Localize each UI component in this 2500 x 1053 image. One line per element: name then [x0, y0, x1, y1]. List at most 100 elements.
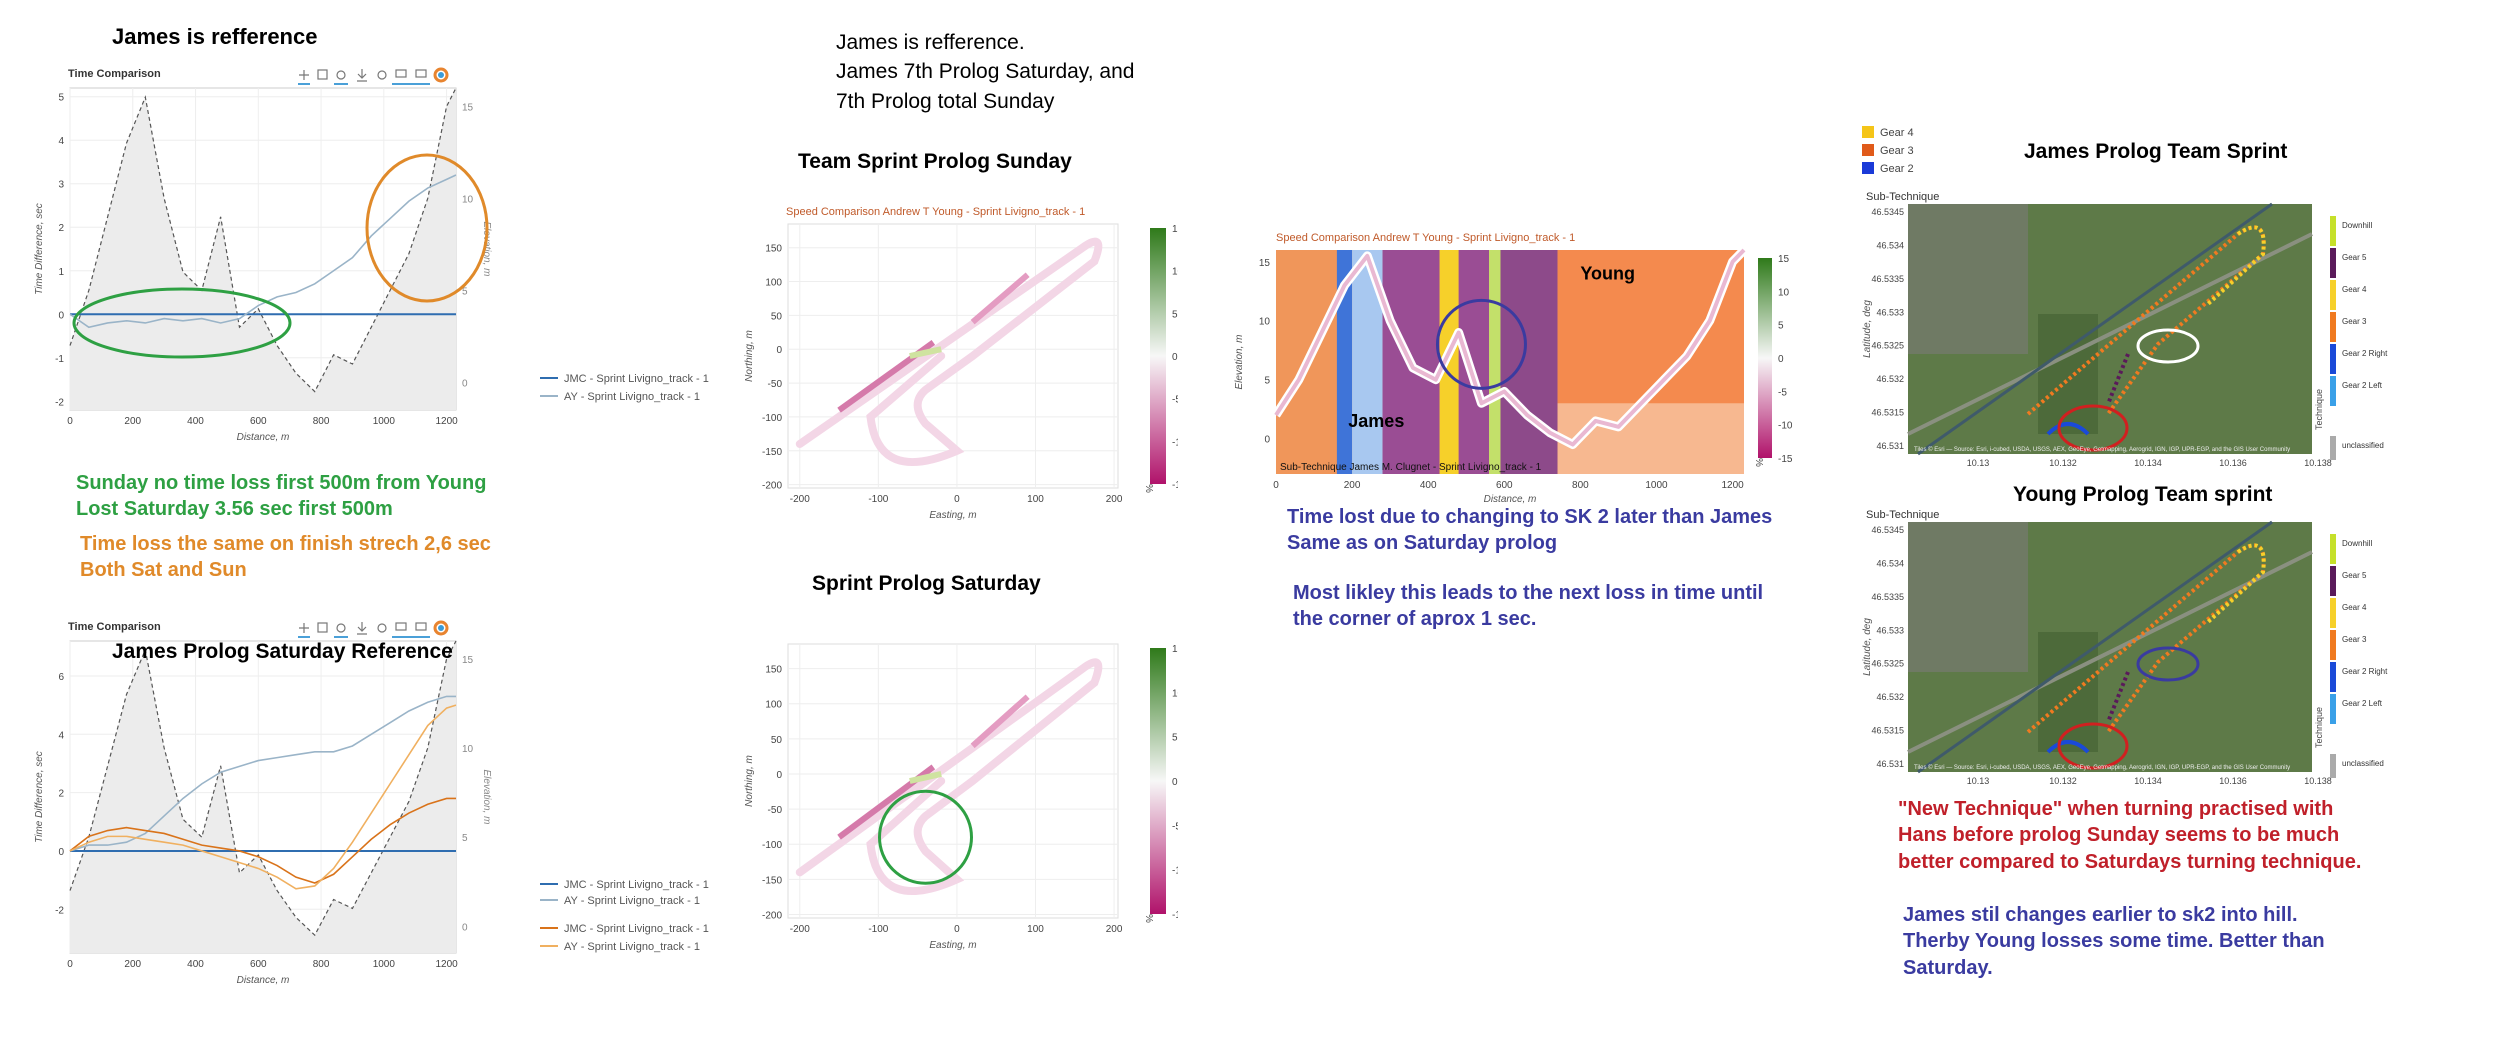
track-map-saturday: -200 -100 0 100 200 -200 -150 -100 -50 0 50 100 150 1…: [738, 620, 1178, 960]
y-axis-label: Elevation, m: [1234, 334, 1245, 389]
track-gear5: [2106, 353, 2130, 405]
track-path: [795, 658, 1103, 896]
hover-icon-2[interactable]: [415, 69, 427, 78]
hover-icon[interactable]: [392, 69, 430, 85]
reset-icon[interactable]: [377, 623, 387, 633]
x-axis-label: Distance, m: [237, 432, 290, 443]
river: [1917, 520, 2273, 774]
y-tick-label: 0: [776, 345, 782, 356]
colorbar-tick-label: -10: [1172, 437, 1178, 448]
red-note-line: Hans before prolog Sunday seems to be mu…: [1898, 824, 2340, 847]
chart-toolbar[interactable]: [296, 617, 496, 639]
top-note-line: 7th Prolog total Sunday: [836, 89, 1055, 113]
x-tick-label: 10.134: [2134, 776, 2162, 786]
y2-tick-label: 15: [462, 655, 474, 666]
y-tick-label: 46.533: [1876, 307, 1904, 317]
top-note-line: James 7th Prolog Saturday, and: [836, 60, 1135, 84]
x-tick-label: -200: [790, 924, 810, 935]
x-tick-label: 800: [313, 416, 330, 427]
y-tick-label: 46.5315: [1871, 726, 1904, 736]
y-tick-label: 2: [58, 789, 64, 800]
y-tick-label: 46.5315: [1871, 408, 1904, 418]
y-tick-label: -150: [762, 875, 782, 886]
y-axis-label: Latitude, deg: [1862, 618, 1873, 676]
highlight-ellipse: [2136, 328, 2200, 364]
top-note: James is refference. James 7th Prolog Sa…: [836, 28, 1134, 116]
orange-note: Time loss the same on finish strech 2,6 …: [80, 531, 491, 584]
colorbar-tick-label: -10: [1172, 866, 1178, 877]
y-axis-label: Latitude, deg: [1862, 300, 1873, 358]
hover-icon[interactable]: [392, 622, 430, 638]
time-comparison-chart-2: Time Comparison 0 200 400 600 800 1000 1200 -2 0…: [28, 615, 498, 1005]
legend-label: Gear 5: [2342, 571, 2367, 580]
colorbar-tick-label: -10: [1778, 421, 1793, 432]
y-tick-label: 50: [771, 311, 783, 322]
blue-note-line: Saturday.: [1903, 956, 1993, 979]
x-tick-label: 10.138: [2304, 458, 2332, 468]
wheel-zoom-icon[interactable]: [334, 70, 348, 85]
x-tick-label: 10.138: [2304, 776, 2332, 786]
x-axis-label: Easting, m: [929, 510, 976, 521]
y-tick-label: 4: [58, 730, 64, 741]
colorbar-tick-label: -5: [1778, 387, 1787, 398]
pan-icon[interactable]: [298, 70, 310, 85]
y-tick-label: 5: [58, 93, 64, 104]
colorbar-tick-label: 0: [1778, 354, 1784, 365]
x-tick-label: 10.136: [2219, 776, 2247, 786]
legend-swatch: [2330, 280, 2336, 310]
box-zoom-icon[interactable]: [317, 622, 328, 633]
chart-title: Time Comparison: [68, 621, 161, 633]
colorbar-tick-label: 0: [1172, 352, 1178, 363]
legend-label: unclassified: [2342, 759, 2384, 768]
y2-tick-label: 10: [462, 744, 474, 755]
y-tick-label: 0: [776, 770, 782, 781]
wheel-zoom-icon[interactable]: [334, 623, 348, 638]
y2-tick-label: 5: [462, 833, 468, 844]
chart-toolbar[interactable]: [296, 64, 496, 86]
x-tick-label: 600: [250, 416, 267, 427]
bokeh-logo-icon: [433, 620, 449, 636]
x-tick-label: 200: [124, 959, 141, 970]
james-label: James: [1348, 411, 1404, 431]
village-area: [1908, 522, 2028, 672]
sat-map-young: Sub-Technique Tiles © Esri — Source: Esri…: [1862, 506, 2400, 796]
y-tick-label: 100: [765, 700, 782, 711]
x-tick-label: -100: [868, 924, 888, 935]
y-tick-label: 46.531: [1876, 759, 1904, 769]
colorbar: [1758, 258, 1772, 458]
green-note-line: Sunday no time loss first 500m from Youn…: [76, 472, 487, 494]
legend-label: Gear 4: [2342, 285, 2367, 294]
x-axis-label: Easting, m: [929, 940, 976, 951]
save-icon[interactable]: [357, 622, 367, 635]
red-note: "New Technique" when turning practised w…: [1898, 796, 2361, 875]
y2-tick-label: 15: [462, 102, 474, 113]
series-line: [69, 797, 456, 884]
x-tick-label: 0: [954, 924, 960, 935]
y-tick-label: 46.5325: [1871, 659, 1904, 669]
y-tick-label: -100: [762, 840, 782, 851]
colorbar-tick-label: -15: [1778, 454, 1793, 465]
colorbar: [1150, 228, 1166, 484]
pan-icon[interactable]: [298, 623, 310, 638]
hover-icon-2[interactable]: [415, 622, 427, 631]
y-axis-label: Time Difference, sec: [34, 203, 45, 295]
orange-note-line: Both Sat and Sun: [80, 559, 247, 582]
y2-tick-label: 0: [462, 922, 468, 933]
reset-icon[interactable]: [377, 70, 387, 80]
y-tick-label: -200: [762, 481, 782, 492]
y-tick-label: 46.5335: [1871, 592, 1904, 602]
y-tick-label: -100: [762, 413, 782, 424]
colorbar-tick-label: -15: [1172, 480, 1178, 491]
chart-title: Sub-Technique: [1866, 191, 1939, 203]
y-tick-label: 46.532: [1876, 374, 1904, 384]
legend-swatch: [2330, 312, 2336, 342]
x-tick-label: 1200: [435, 416, 458, 427]
x-tick-label: 1000: [373, 416, 396, 427]
y-tick-label: 46.534: [1876, 558, 1904, 568]
gear-legend-label: Gear 3: [1880, 145, 1914, 157]
box-zoom-icon[interactable]: [317, 69, 328, 80]
legend-label: Gear 3: [2342, 635, 2367, 644]
heading-james-reference: James is refference: [112, 24, 318, 49]
series-line: [69, 704, 457, 890]
save-icon[interactable]: [357, 69, 367, 82]
